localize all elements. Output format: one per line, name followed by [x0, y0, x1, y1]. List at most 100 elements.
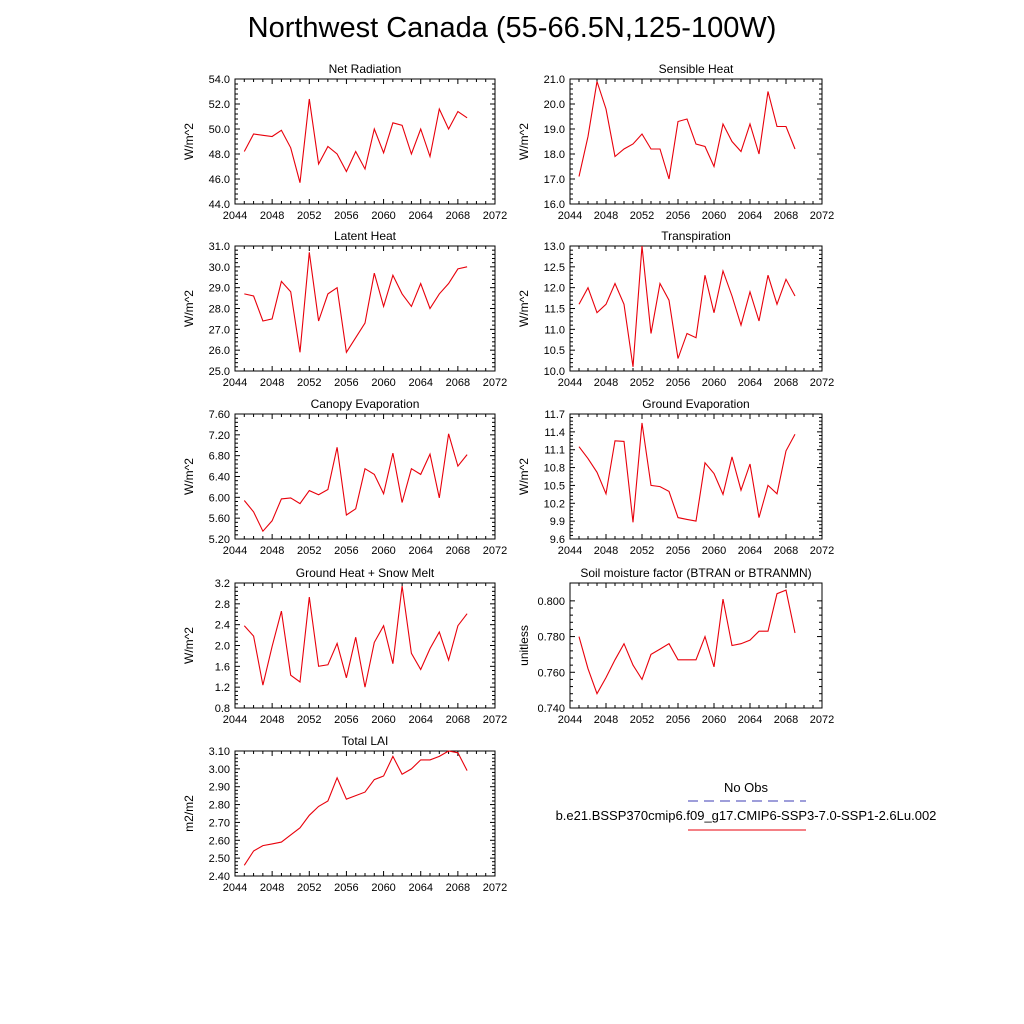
y-tick-label: 17.0	[544, 174, 565, 186]
y-tick-label: 3.2	[215, 578, 230, 590]
plot-frame	[569, 78, 823, 205]
figure-title: Northwest Canada (55-66.5N,125-100W)	[247, 12, 777, 44]
y-axis-label: W/m^2	[517, 290, 531, 327]
x-tick-label: 2068	[446, 377, 470, 389]
y-tick-label: 5.20	[209, 534, 230, 546]
panel-3: Latent Heat W/m^2 2044 2048 2052 2056 2060 2064…	[182, 229, 507, 389]
y-tick-label: 6.80	[209, 451, 230, 463]
legend-obs-label: No Obs	[724, 780, 769, 795]
y-axis-label: W/m^2	[182, 458, 196, 495]
y-axis-label: W/m^2	[182, 123, 196, 160]
x-tick-label: 2068	[446, 714, 470, 726]
x-tick-label: 2072	[810, 714, 834, 726]
y-tick-label: 10.8	[544, 463, 565, 475]
x-tick-label: 2044	[558, 714, 582, 726]
y-tick-label: 9.6	[550, 534, 565, 546]
y-tick-label: 6.40	[209, 472, 230, 484]
x-tick-label: 2068	[446, 210, 470, 222]
x-tick-label: 2060	[371, 377, 395, 389]
legend: No Obs b.e21.BSSP370cmip6.f09_g17.CMIP6-S…	[556, 780, 936, 831]
y-tick-label: 3.00	[209, 764, 230, 776]
x-tick-label: 2064	[738, 377, 762, 389]
x-tick-label: 2044	[558, 377, 582, 389]
x-tick-label: 2056	[666, 714, 690, 726]
y-tick-label: 10.2	[544, 498, 565, 510]
y-axis-label: W/m^2	[517, 458, 531, 495]
x-tick-label: 2072	[483, 377, 507, 389]
series-line	[578, 589, 796, 696]
y-tick-label: 54.0	[209, 74, 230, 86]
y-tick-label: 29.0	[209, 283, 230, 295]
panel-8: Soil moisture factor (BTRAN or BTRANMN) u…	[517, 566, 834, 726]
y-axis-label: W/m^2	[182, 627, 196, 664]
series-line	[578, 422, 796, 523]
plot-frame	[569, 582, 823, 709]
x-tick-label: 2072	[483, 210, 507, 222]
x-tick-label: 2068	[774, 545, 798, 557]
y-tick-label: 0.800	[537, 596, 565, 608]
x-tick-label: 2048	[594, 210, 618, 222]
x-tick-label: 2068	[774, 714, 798, 726]
x-tick-label: 2064	[738, 714, 762, 726]
x-tick-label: 2056	[334, 714, 358, 726]
x-tick-label: 2052	[297, 714, 321, 726]
x-tick-label: 2044	[558, 210, 582, 222]
panel-5: Canopy Evaporation W/m^2 2044 2048 2052 2056 2…	[182, 397, 507, 557]
x-tick-label: 2068	[774, 210, 798, 222]
y-tick-label: 18.0	[544, 149, 565, 161]
x-tick-label: 2048	[260, 882, 284, 894]
y-tick-label: 12.0	[544, 283, 565, 295]
panel-title: Canopy Evaporation	[311, 397, 420, 411]
x-tick-label: 2068	[446, 882, 470, 894]
y-tick-label: 10.0	[544, 366, 565, 378]
y-tick-label: 26.0	[209, 345, 230, 357]
x-tick-label: 2048	[260, 210, 284, 222]
y-tick-label: 2.60	[209, 835, 230, 847]
x-tick-label: 2052	[630, 545, 654, 557]
x-tick-label: 2064	[408, 210, 432, 222]
y-tick-label: 2.90	[209, 782, 230, 794]
x-tick-label: 2048	[594, 545, 618, 557]
y-tick-label: 2.50	[209, 853, 230, 865]
panel-title: Sensible Heat	[659, 62, 734, 76]
y-tick-label: 2.0	[215, 641, 230, 653]
y-tick-label: 16.0	[544, 199, 565, 211]
x-tick-label: 2068	[446, 545, 470, 557]
y-tick-label: 48.0	[209, 149, 230, 161]
x-tick-label: 2048	[594, 714, 618, 726]
panel-title: Total LAI	[342, 734, 389, 748]
y-tick-label: 2.8	[215, 599, 230, 611]
series-line	[244, 252, 468, 354]
x-tick-label: 2060	[371, 545, 395, 557]
y-tick-label: 13.0	[544, 241, 565, 253]
y-tick-label: 10.5	[544, 345, 565, 357]
y-tick-label: 11.5	[544, 304, 565, 316]
x-tick-label: 2056	[334, 377, 358, 389]
x-tick-label: 2044	[558, 545, 582, 557]
y-axis-label: m2/m2	[182, 795, 196, 832]
y-tick-label: 50.0	[209, 124, 230, 136]
x-tick-label: 2064	[408, 377, 432, 389]
y-tick-label: 3.10	[209, 746, 230, 758]
y-axis-label: W/m^2	[182, 290, 196, 327]
plot-frame	[234, 750, 496, 877]
panel-title: Net Radiation	[329, 62, 402, 76]
y-tick-label: 10.5	[544, 480, 565, 492]
y-tick-label: 2.4	[215, 620, 230, 632]
x-tick-label: 2060	[371, 210, 395, 222]
x-tick-label: 2052	[630, 714, 654, 726]
plot-frame	[234, 413, 496, 540]
panel-title: Latent Heat	[334, 229, 397, 243]
y-tick-label: 6.00	[209, 492, 230, 504]
y-tick-label: 2.40	[209, 871, 230, 883]
x-tick-label: 2072	[483, 882, 507, 894]
x-tick-label: 2064	[408, 882, 432, 894]
x-tick-label: 2072	[483, 714, 507, 726]
x-tick-label: 2052	[297, 882, 321, 894]
x-tick-label: 2056	[334, 882, 358, 894]
x-tick-label: 2052	[630, 210, 654, 222]
panel-title: Soil moisture factor (BTRAN or BTRANMN)	[580, 566, 811, 580]
y-tick-label: 0.8	[215, 703, 230, 715]
x-tick-label: 2048	[260, 377, 284, 389]
y-tick-label: 0.740	[537, 703, 565, 715]
